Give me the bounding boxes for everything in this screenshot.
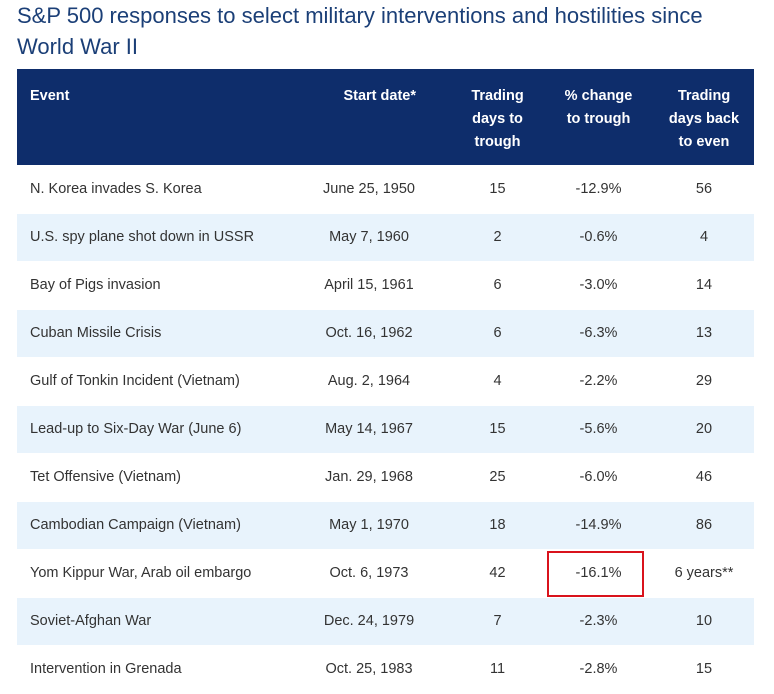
table-row: Intervention in Grenada Oct. 25, 1983 11… <box>17 645 754 693</box>
header-pct-change-to-trough: % change to trough <box>543 69 654 165</box>
cell-event: N. Korea invades S. Korea <box>30 180 202 197</box>
table-body: N. Korea invades S. Korea June 25, 1950 … <box>17 165 754 693</box>
cell-days-to-trough: 6 <box>493 325 502 341</box>
cell-days-back-to-even: 46 <box>695 469 713 485</box>
header-event: Event <box>30 88 70 104</box>
header-line: Trading <box>471 88 524 104</box>
cell-pct-change: -0.6% <box>579 229 618 245</box>
cell-days-to-trough: 42 <box>489 565 506 581</box>
cell-days-to-trough: 18 <box>489 517 506 533</box>
cell-days-back-to-even: 29 <box>695 373 713 389</box>
cell-event: Cuban Missile Crisis <box>30 325 162 341</box>
cell-days-to-trough: 4 <box>493 373 502 389</box>
cell-start-date: Dec. 24, 1979 <box>323 613 415 629</box>
cell-days-back-to-even: 13 <box>695 325 713 341</box>
cell-pct-change-value: -16.1% <box>575 565 622 581</box>
table-row-highlighted: Yom Kippur War, Arab oil embargo Oct. 6,… <box>17 549 754 597</box>
cell-start-date: Oct. 16, 1962 <box>325 325 413 341</box>
cell-event: Tet Offensive (Vietnam) <box>30 469 181 485</box>
header-line: to even <box>678 134 730 150</box>
table-row: Gulf of Tonkin Incident (Vietnam) Aug. 2… <box>17 357 754 405</box>
cell-days-to-trough: 7 <box>493 613 502 629</box>
cell-days-back-to-even: 10 <box>695 613 713 629</box>
header-start-date: Start date* <box>343 88 416 104</box>
cell-start-date: Jan. 29, 1968 <box>325 469 413 485</box>
cell-days-back-to-even: 6 years** <box>674 565 734 581</box>
table-row: U.S. spy plane shot down in USSR May 7, … <box>17 213 754 261</box>
header-trading-days-back-to-even: Trading days back to even <box>654 69 754 165</box>
cell-pct-change: -12.9% <box>575 180 622 197</box>
cell-start-date: May 14, 1967 <box>325 421 413 437</box>
cell-days-back-to-even: 20 <box>695 421 713 437</box>
cell-pct-change: -3.0% <box>579 277 618 293</box>
cell-pct-change: -6.3% <box>579 325 618 341</box>
header-line: Trading <box>677 88 731 104</box>
table-row: Lead-up to Six-Day War (June 6) May 14, … <box>17 405 754 453</box>
cell-days-back-to-even: 15 <box>695 661 713 677</box>
cell-days-back-to-even: 14 <box>695 277 713 293</box>
cell-pct-change: -2.3% <box>579 613 618 629</box>
header-line: days to <box>472 111 523 127</box>
cell-days-back-to-even: 4 <box>699 229 709 245</box>
cell-days-to-trough: 11 <box>489 661 506 677</box>
cell-days-back-to-even: 56 <box>695 180 713 197</box>
table-row: Bay of Pigs invasion April 15, 1961 6 -3… <box>17 261 754 309</box>
header-row: Event Start date* Trading days to trough… <box>17 69 754 165</box>
events-table: Event Start date* Trading days to trough… <box>17 69 754 694</box>
header-line: to trough <box>566 111 631 127</box>
cell-days-to-trough: 15 <box>489 421 506 437</box>
header-trading-days-to-trough: Trading days to trough <box>452 69 543 165</box>
cell-pct-change: -14.9% <box>575 517 622 533</box>
page-title: S&P 500 responses to select military int… <box>17 3 703 59</box>
cell-event: Lead-up to Six-Day War (June 6) <box>30 421 242 437</box>
cell-start-date: Oct. 25, 1983 <box>325 661 413 677</box>
table-row: Tet Offensive (Vietnam) Jan. 29, 1968 25… <box>17 453 754 501</box>
table-row: Cuban Missile Crisis Oct. 16, 1962 6 -6.… <box>17 309 754 357</box>
cell-pct-change: -2.8% <box>579 661 618 677</box>
cell-pct-change: -5.6% <box>579 421 618 437</box>
cell-days-to-trough: 15 <box>489 180 506 197</box>
header-line: trough <box>474 134 521 150</box>
cell-pct-change: -2.2% <box>579 373 618 389</box>
table-row: Cambodian Campaign (Vietnam) May 1, 1970… <box>17 501 754 549</box>
cell-start-date: May 7, 1960 <box>329 229 409 245</box>
header-line: % change <box>564 88 633 104</box>
cell-event: Yom Kippur War, Arab oil embargo <box>30 565 252 581</box>
cell-pct-change-highlighted: -16.1% <box>543 549 654 597</box>
cell-start-date: May 1, 1970 <box>329 517 409 533</box>
header-line: days back <box>668 111 740 127</box>
cell-days-back-to-even: 86 <box>695 517 713 533</box>
cell-start-date: April 15, 1961 <box>324 277 414 293</box>
cell-event: Gulf of Tonkin Incident (Vietnam) <box>30 373 240 389</box>
cell-start-date: Aug. 2, 1964 <box>327 373 411 389</box>
table-row: Soviet-Afghan War Dec. 24, 1979 7 -2.3% … <box>17 597 754 645</box>
cell-event: Soviet-Afghan War <box>30 613 152 629</box>
cell-pct-change: -6.0% <box>579 469 618 485</box>
cell-event: Bay of Pigs invasion <box>30 277 161 293</box>
cell-event: Intervention in Grenada <box>30 661 182 677</box>
cell-event: Cambodian Campaign (Vietnam) <box>30 517 241 533</box>
cell-days-to-trough: 2 <box>493 229 502 245</box>
table-row: N. Korea invades S. Korea June 25, 1950 … <box>17 165 754 213</box>
cell-days-to-trough: 25 <box>489 469 506 485</box>
cell-event: U.S. spy plane shot down in USSR <box>30 229 255 245</box>
cell-start-date: Oct. 6, 1973 <box>329 565 409 581</box>
cell-days-to-trough: 6 <box>493 277 502 293</box>
cell-start-date: June 25, 1950 <box>323 180 415 197</box>
table-header: Event Start date* Trading days to trough… <box>17 69 754 165</box>
